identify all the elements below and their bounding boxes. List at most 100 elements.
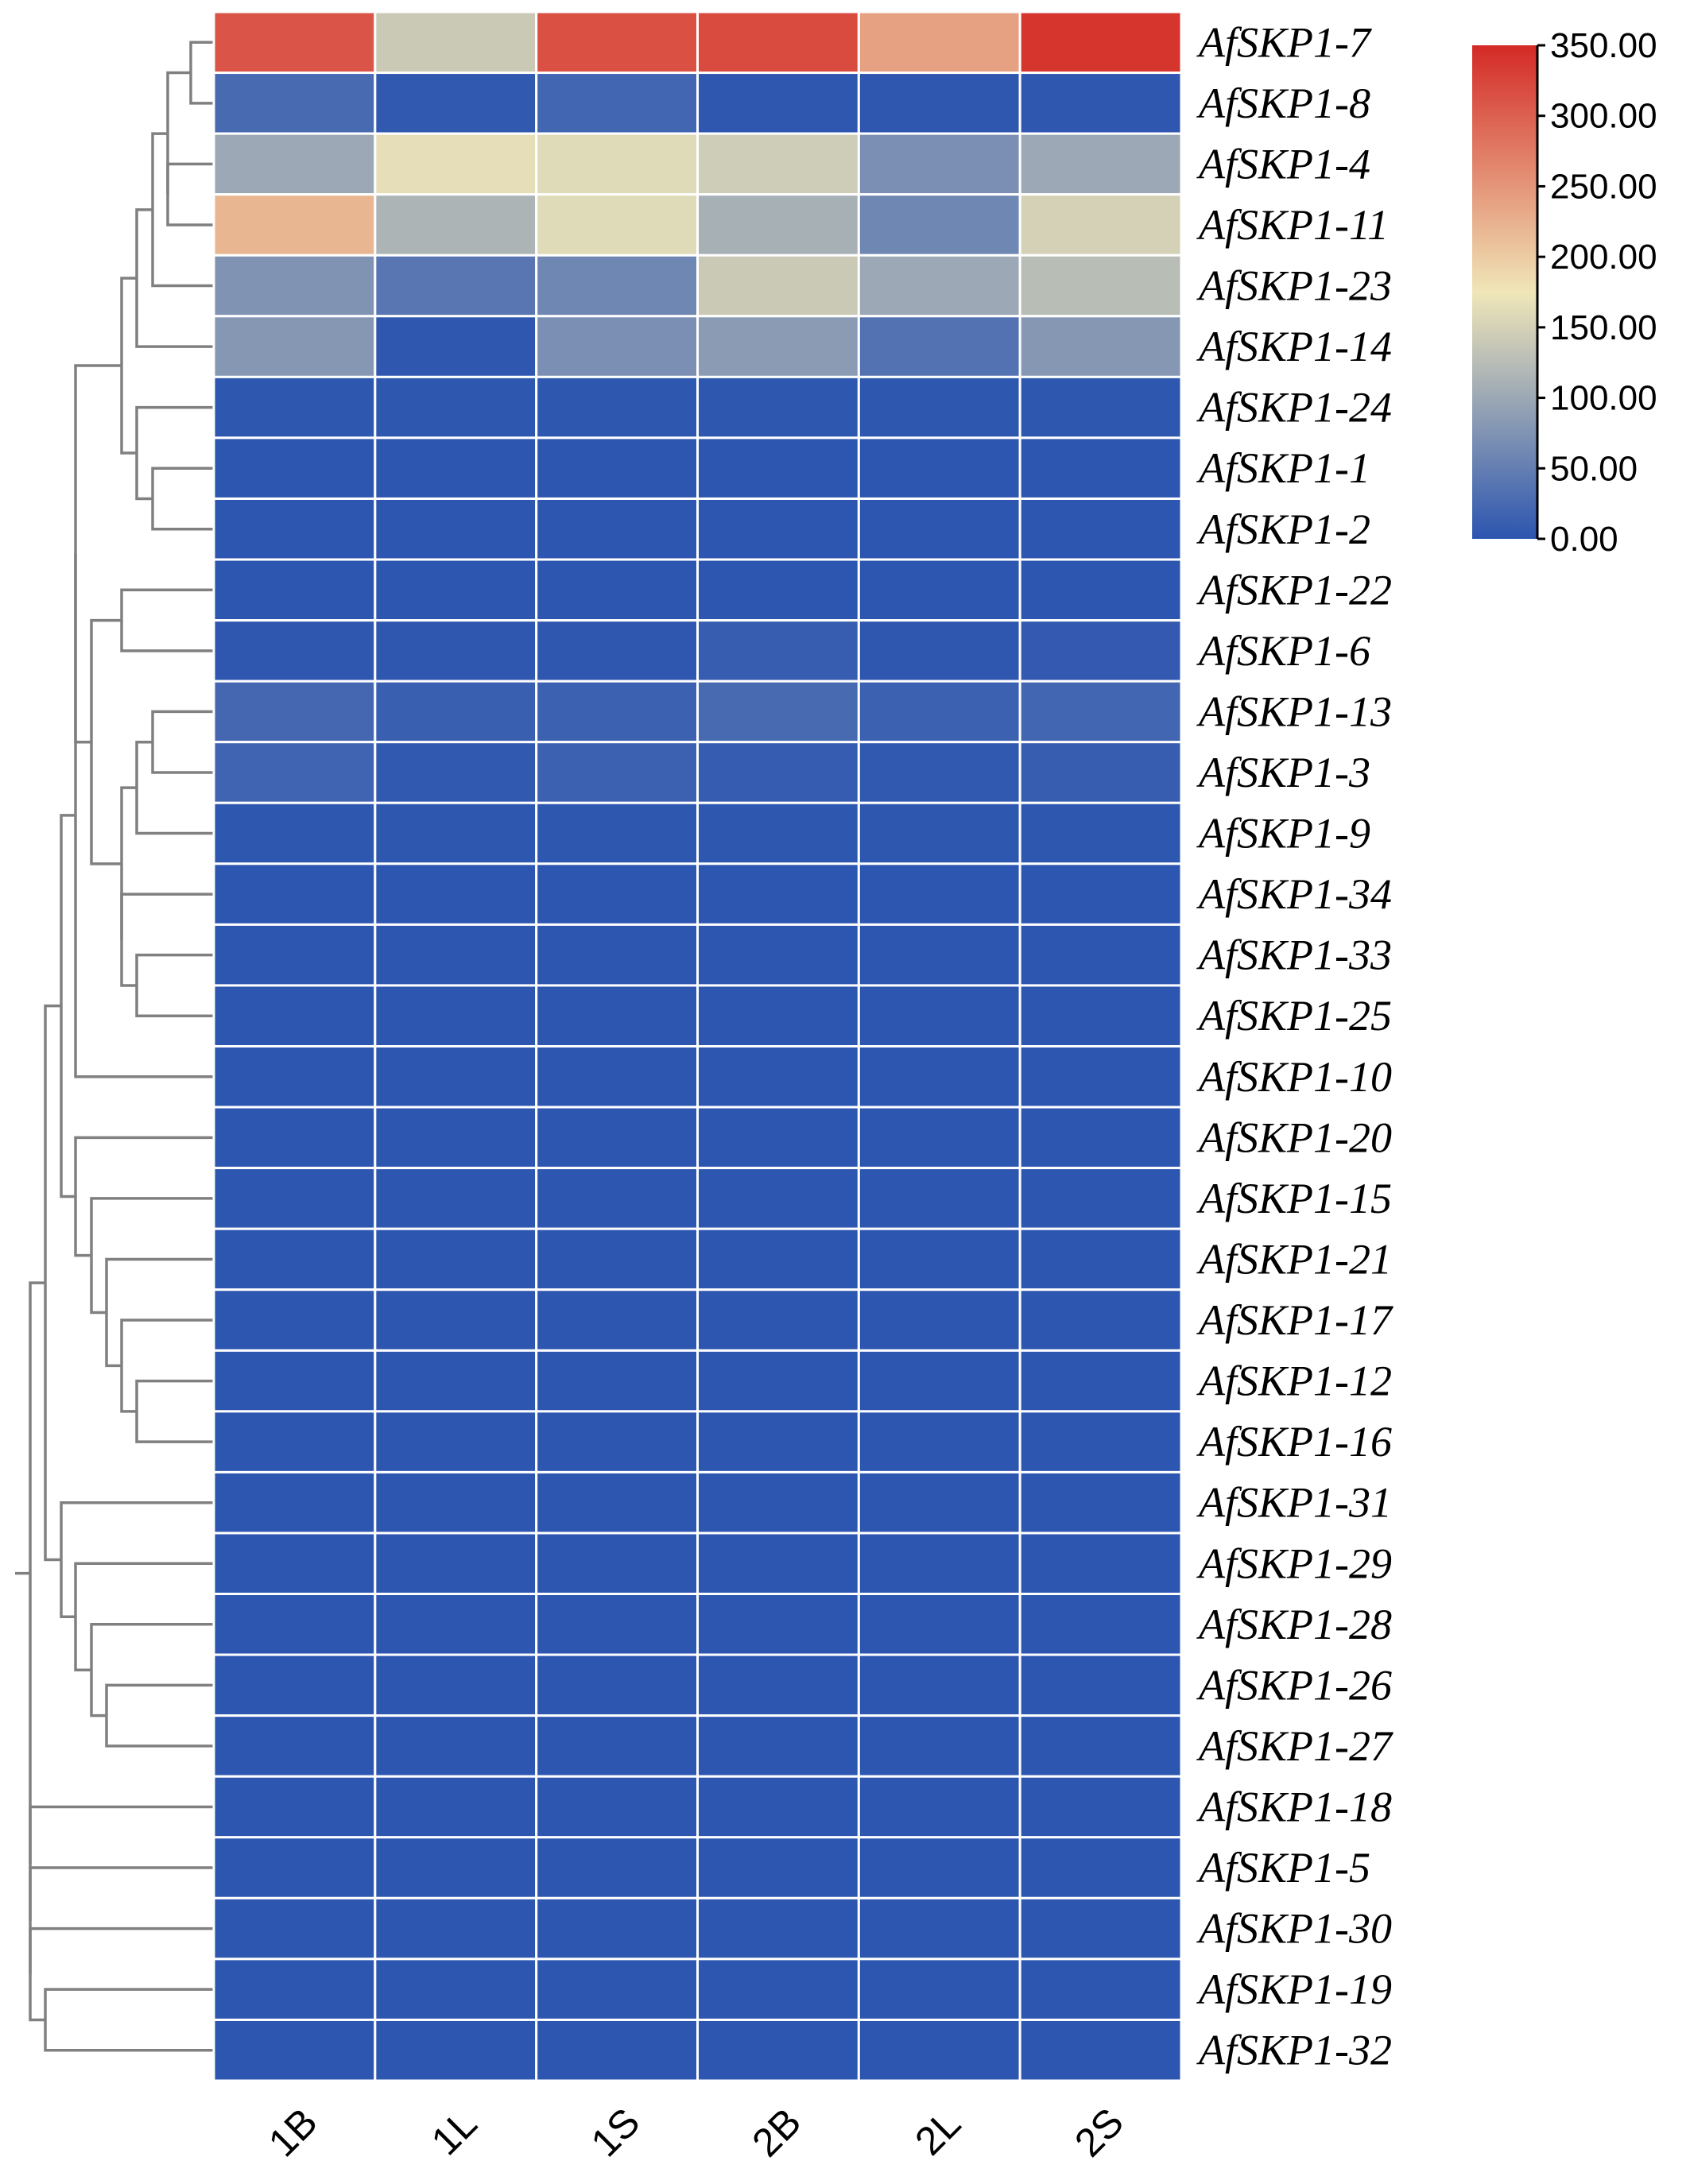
heatmap-cell xyxy=(535,1593,700,1656)
row-label: AfSKP1-22 xyxy=(1196,566,1392,614)
dendrogram-branch xyxy=(74,364,122,744)
heatmap-cell xyxy=(1018,1532,1183,1596)
heatmap-cell xyxy=(535,1532,700,1596)
heatmap-cell xyxy=(374,862,538,926)
heatmap-cell xyxy=(374,132,538,196)
row-label: AfSKP1-28 xyxy=(1196,1601,1392,1648)
heatmap-cell xyxy=(696,1896,860,1961)
dendrogram-branch xyxy=(29,1926,214,2022)
heatmap-cell xyxy=(1018,1410,1183,1473)
heatmap-cell xyxy=(696,1532,860,1596)
heatmap-cell xyxy=(696,1349,860,1413)
heatmap-cell xyxy=(535,375,700,440)
colorbar-tick-label: 300.00 xyxy=(1550,97,1657,136)
heatmap-cell xyxy=(212,619,377,683)
heatmap-cell xyxy=(374,1167,538,1230)
colorbar-ticks: 350.00 300.00 250.00 200.00 150.00 100.00 50.0… xyxy=(1536,26,1657,559)
heatmap-cell xyxy=(857,254,1021,318)
heatmap-cell xyxy=(1018,10,1183,75)
dendrogram-branch xyxy=(120,786,137,940)
heatmap-cell xyxy=(857,1227,1021,1291)
heatmap-cell xyxy=(535,1045,700,1109)
heatmap-cell xyxy=(1018,132,1183,196)
heatmap-cell xyxy=(374,619,538,683)
row-label: AfSKP1-7 xyxy=(1196,18,1372,66)
heatmap-cell xyxy=(374,2018,538,2082)
heatmap-cell xyxy=(374,680,538,744)
heatmap-cell xyxy=(857,497,1021,561)
heatmap-cell xyxy=(374,1045,538,1109)
heatmap-cell xyxy=(1018,193,1183,257)
heatmap-cell xyxy=(535,1836,700,1899)
heatmap-cell xyxy=(374,497,538,561)
heatmap-cell xyxy=(212,1836,377,1899)
colorbar-tick-label: 350.00 xyxy=(1550,26,1657,65)
heatmap-cell xyxy=(1018,680,1183,744)
heatmap-cell xyxy=(212,10,377,75)
heatmap-cell xyxy=(212,72,377,135)
heatmap-cell xyxy=(535,497,700,561)
heatmap-cells xyxy=(212,10,1183,2082)
column-label: 1B xyxy=(260,2100,326,2166)
heatmap-cell xyxy=(212,2018,377,2082)
heatmap-cell xyxy=(212,497,377,561)
heatmap-cell xyxy=(857,1775,1021,1839)
heatmap-cell xyxy=(212,1470,377,1535)
heatmap-cell xyxy=(1018,1836,1183,1899)
heatmap-cell xyxy=(696,1653,860,1717)
heatmap-cell xyxy=(857,1470,1021,1535)
heatmap-cell xyxy=(1018,862,1183,926)
heatmap-cell xyxy=(374,1227,538,1291)
heatmap-cell xyxy=(857,1349,1021,1413)
heatmap-cell xyxy=(1018,315,1183,378)
colorbar-tick-label: 250.00 xyxy=(1550,167,1657,206)
heatmap-cell xyxy=(535,72,700,135)
row-label: AfSKP1-15 xyxy=(1196,1175,1392,1222)
heatmap-cell xyxy=(212,1593,377,1656)
heatmap-cell xyxy=(212,315,377,378)
column-labels: 1B 1L 1S 2B 2L 2S xyxy=(260,2100,1132,2166)
heatmap-cell xyxy=(212,1410,377,1473)
heatmap-cell xyxy=(212,1896,377,1961)
row-label: AfSKP1-27 xyxy=(1196,1722,1393,1770)
heatmap-cell xyxy=(374,741,538,804)
heatmap-cell xyxy=(857,680,1021,744)
heatmap-cell xyxy=(535,862,700,926)
dendrogram-branch xyxy=(151,132,214,288)
heatmap-cell xyxy=(696,558,860,622)
heatmap-cell xyxy=(857,1836,1021,1899)
heatmap-cell xyxy=(535,1714,700,1778)
heatmap-cell xyxy=(535,193,700,257)
heatmap-cell xyxy=(374,1714,538,1778)
dendrogram-branch xyxy=(90,1197,214,1315)
dendrogram-branch xyxy=(135,1379,214,1443)
heatmap-cell xyxy=(696,1045,860,1109)
heatmap-cell xyxy=(1018,923,1183,987)
row-label: AfSKP1-12 xyxy=(1196,1357,1392,1405)
heatmap-cell xyxy=(374,10,538,75)
row-label: AfSKP1-33 xyxy=(1196,931,1392,979)
heatmap-cell xyxy=(696,1167,860,1230)
heatmap-cell xyxy=(1018,558,1183,622)
column-label: 1S xyxy=(583,2100,649,2166)
heatmap-cell xyxy=(696,1227,860,1291)
heatmap-cell xyxy=(535,923,700,987)
dendrogram-branch xyxy=(90,618,122,865)
row-label: AfSKP1-10 xyxy=(1196,1053,1392,1101)
heatmap-cell xyxy=(1018,741,1183,804)
row-labels: AfSKP1-7 AfSKP1-8 AfSKP1-4 AfSKP1-11 AfSKP1-… xyxy=(1196,18,1393,2074)
heatmap-cell xyxy=(857,741,1021,804)
heatmap-cell xyxy=(696,375,860,440)
heatmap-cell xyxy=(1018,1288,1183,1352)
heatmap-cell xyxy=(535,1106,700,1170)
heatmap-cell xyxy=(374,1653,538,1717)
dendrogram-branch xyxy=(105,1683,214,1748)
heatmap-cell xyxy=(1018,1349,1183,1413)
heatmap-cell xyxy=(535,680,700,744)
heatmap-cell xyxy=(374,1836,538,1899)
dendrogram-branch xyxy=(29,1805,214,1922)
heatmap-cell xyxy=(696,1714,860,1778)
heatmap-cell xyxy=(696,72,860,135)
heatmap-cell xyxy=(535,1167,700,1230)
